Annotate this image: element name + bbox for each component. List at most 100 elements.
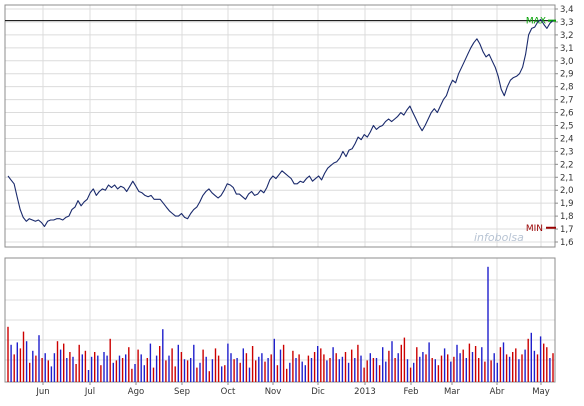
volume-bar <box>16 342 18 382</box>
volume-bar <box>474 346 477 382</box>
volume-bar <box>431 358 433 382</box>
x-tick-label: 2013 <box>354 387 376 397</box>
volume-bar <box>248 367 251 382</box>
volume-bar <box>159 346 161 382</box>
price-y-axis: 1,6 1,7 1,8 1,9 2,0 2,1 2,2 2,3 2,4 2,5 2,6 2,7 2,8 2… <box>555 5 574 248</box>
volume-bar <box>508 356 511 382</box>
volume-bar <box>289 362 291 382</box>
volume-bar <box>276 365 279 382</box>
y-tick-label: 3,0 <box>560 57 574 67</box>
volume-bar <box>258 356 260 382</box>
y-tick-label: 3,2 <box>560 31 574 41</box>
y-tick-label: 1,7 <box>560 225 574 235</box>
volume-bar <box>56 341 59 382</box>
volume-bar <box>186 360 189 382</box>
volume-bar <box>317 346 319 382</box>
volume-bar <box>366 360 368 382</box>
volume-bar <box>38 335 40 382</box>
y-tick-label: 1,9 <box>560 199 574 209</box>
volume-bar <box>332 347 334 382</box>
volume-bar <box>465 358 467 382</box>
volume-bar <box>196 367 198 382</box>
volume-bar <box>100 365 102 382</box>
volume-bar <box>468 343 471 382</box>
volume-bar <box>409 367 412 382</box>
volume-bar <box>217 355 220 382</box>
volume-bar <box>255 360 257 382</box>
volume-bar <box>273 338 275 382</box>
volume-bar <box>478 358 480 382</box>
volume-bar <box>292 350 294 382</box>
y-tick-label: 2,7 <box>560 96 574 106</box>
volume-bar <box>543 343 545 382</box>
volume-bar <box>66 358 68 382</box>
volume-bar <box>245 353 248 382</box>
volume-bar <box>29 362 31 382</box>
price-grid <box>5 5 555 247</box>
volume-bar <box>512 352 514 382</box>
volume-bar <box>63 343 65 382</box>
volume-bar <box>552 353 554 382</box>
volume-bar <box>90 356 93 382</box>
volume-bar <box>134 364 136 382</box>
max-marker-label: MAX <box>526 17 546 27</box>
volume-bar <box>286 368 288 382</box>
volume-bar <box>413 362 415 382</box>
volume-bar <box>419 356 421 382</box>
x-tick-label: Oct <box>221 387 236 397</box>
y-tick-label: 3,3 <box>560 18 574 28</box>
volume-bar <box>205 356 207 382</box>
min-marker-label: MIN <box>526 224 543 234</box>
y-tick-label: 2,1 <box>560 173 574 183</box>
volume-bar <box>326 360 328 382</box>
volume-bar <box>462 349 464 382</box>
volume-bar <box>168 355 170 382</box>
x-tick-label: Sep <box>174 387 190 397</box>
volume-bar <box>382 347 384 382</box>
y-tick-label: 2,3 <box>560 147 574 157</box>
volume-bar <box>7 326 9 382</box>
volume-bars <box>7 266 554 382</box>
price-series-line <box>7 18 554 228</box>
volume-bar <box>490 360 492 382</box>
x-tick-label: Dic <box>311 387 325 397</box>
volume-bar <box>143 365 145 382</box>
volume-bar <box>434 359 436 382</box>
volume-bar <box>351 349 353 382</box>
x-tick-label: Jun <box>35 387 49 397</box>
volume-bar <box>416 347 418 382</box>
volume-bar <box>267 358 269 382</box>
volume-bar <box>35 355 37 382</box>
volume-bar <box>505 354 508 382</box>
volume-bar <box>394 358 396 382</box>
y-tick-label: 2,2 <box>560 160 574 170</box>
volume-bar <box>84 350 87 382</box>
volume-bar <box>251 346 254 382</box>
volume-bar <box>112 362 114 382</box>
volume-bar <box>190 358 192 382</box>
volume-bar <box>443 348 446 382</box>
volume-bar <box>131 368 133 382</box>
volume-bar <box>239 362 241 382</box>
volume-bar <box>121 358 124 382</box>
volume-bar <box>94 352 96 382</box>
volume-bar <box>388 350 390 382</box>
volume-bar <box>50 366 53 382</box>
volume-bar <box>162 329 164 382</box>
x-tick-label: Jul <box>84 387 95 397</box>
volume-bar <box>22 331 25 382</box>
y-tick-label: 1,6 <box>560 238 574 248</box>
volume-bar <box>440 355 443 382</box>
volume-bar <box>242 348 244 382</box>
volume-bar <box>125 354 127 382</box>
volume-bar <box>47 360 49 382</box>
volume-bar <box>428 342 430 382</box>
volume-bar <box>422 352 424 382</box>
x-tick-label: May <box>532 387 550 397</box>
volume-bar <box>75 364 77 382</box>
y-tick-label: 2,9 <box>560 70 574 80</box>
volume-bar <box>128 347 130 382</box>
